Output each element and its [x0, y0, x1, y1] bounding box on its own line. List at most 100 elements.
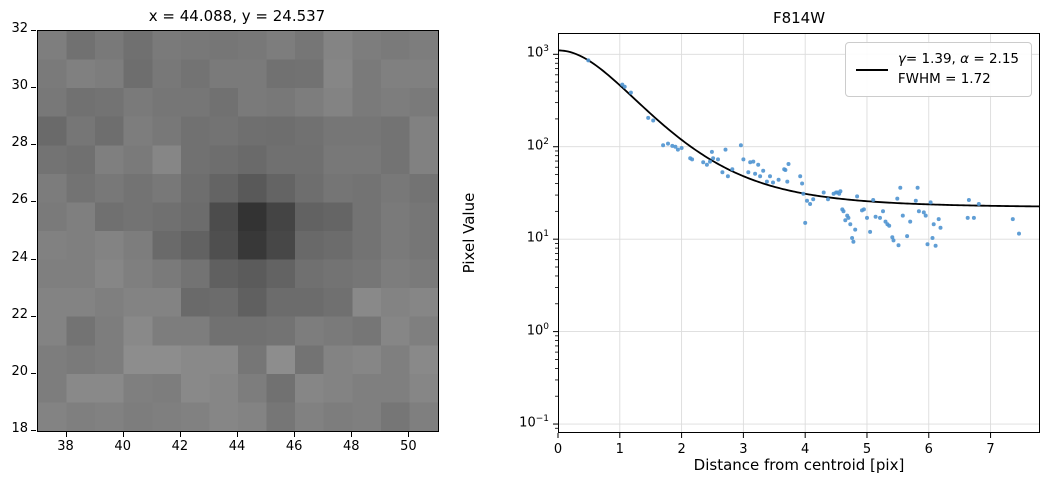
y-tick-exponent: 2 — [543, 136, 549, 147]
scatter-point — [865, 215, 869, 220]
y-tick-label: 30 — [11, 78, 28, 94]
scatter-point — [923, 213, 928, 218]
scatter-point — [708, 159, 712, 164]
scatter-point — [881, 209, 885, 214]
x-tick — [65, 432, 67, 437]
scatter-point — [896, 243, 901, 248]
right-plot-title: F814W — [772, 9, 826, 27]
scatter-point — [801, 191, 806, 196]
scatter-point — [843, 218, 848, 223]
scatter-point — [741, 157, 746, 162]
x-tick — [351, 432, 353, 437]
scatter-point — [751, 159, 756, 164]
scatter-point — [709, 149, 714, 154]
scatter-point — [878, 215, 882, 220]
scatter-point — [811, 197, 816, 202]
x-tick-label: 42 — [171, 439, 189, 454]
legend-entry-params: γ= 1.39, α = 2.15 — [898, 50, 1019, 70]
scatter-point — [764, 179, 769, 184]
scatter-point — [748, 160, 753, 165]
gamma-value: = 1.39, — [905, 51, 961, 67]
scatter-point — [783, 168, 788, 172]
y-tick-label: 101 — [526, 229, 549, 246]
legend-entry-fwhm: FWHM = 1.72 — [897, 70, 991, 87]
scatter-point — [848, 222, 853, 227]
scatter-point — [851, 239, 856, 244]
x-tick-label: 4 — [801, 442, 810, 457]
scatter-point — [730, 167, 735, 172]
scatter-point — [622, 84, 627, 89]
scatter-point — [711, 156, 716, 161]
left-plot-title: x = 44.088, y = 24.537 — [148, 7, 326, 25]
x-tick-label: 46 — [285, 439, 303, 454]
scatter-point — [1017, 231, 1021, 236]
y-tick-exponent: 3 — [543, 44, 549, 55]
scatter-point — [861, 207, 866, 212]
scatter-point — [915, 185, 920, 190]
scatter-point — [768, 174, 772, 179]
scatter-point — [890, 235, 895, 240]
y-tick — [31, 258, 36, 260]
scatter-point — [821, 190, 826, 195]
scatter-point — [966, 198, 971, 202]
y-tick-label: 102 — [526, 136, 549, 154]
scatter-point — [900, 213, 905, 218]
scatter-point — [930, 236, 935, 240]
scatter-point — [761, 168, 766, 173]
scatter-point — [905, 234, 910, 239]
y-axis-label: Pixel Value — [460, 192, 478, 274]
scatter-point — [895, 196, 900, 201]
scatter-point — [873, 214, 878, 219]
y-tick-label: 32 — [11, 21, 28, 36]
y-tick-label: 22 — [11, 306, 28, 322]
x-tick-label: 1 — [615, 442, 624, 457]
scatter-point — [666, 141, 670, 146]
scatter-point — [916, 209, 921, 214]
alpha-symbol: α — [960, 51, 970, 67]
x-tick-label: 50 — [400, 439, 417, 454]
scatter-point — [673, 144, 678, 149]
scatter-point — [646, 115, 651, 120]
x-tick-label: 44 — [228, 439, 246, 454]
scatter-point — [921, 210, 926, 215]
x-tick — [122, 432, 124, 437]
scatter-point — [805, 198, 809, 203]
scatter-point — [838, 189, 843, 194]
alpha-value: = 2.15 — [969, 51, 1019, 67]
scatter-point — [679, 146, 684, 150]
scatter-point — [971, 215, 976, 220]
scatter-point — [785, 179, 790, 184]
y-tick — [31, 315, 36, 317]
scatter-point — [704, 162, 709, 167]
scatter-point — [853, 227, 858, 232]
x-tick-label: 7 — [986, 442, 995, 457]
scatter-point — [758, 174, 763, 179]
scatter-point — [928, 200, 933, 205]
scatter-point — [841, 209, 846, 214]
scatter-point — [938, 225, 943, 230]
scatter-point — [720, 170, 725, 175]
y-tick-label: 28 — [11, 135, 28, 151]
legend: γ= 1.39, α = 2.15 FWHM = 1.72 — [844, 42, 1032, 98]
scatter-point — [887, 223, 892, 228]
gamma-symbol: γ — [897, 51, 906, 67]
scatter-point — [690, 157, 695, 162]
x-tick-label: 48 — [343, 439, 360, 454]
fit-curve — [557, 49, 1041, 208]
scatter-point — [701, 160, 706, 165]
psf-profile-plot — [553, 33, 1041, 438]
y-tick-label: 18 — [11, 421, 28, 436]
x-tick-label: 40 — [114, 439, 131, 454]
x-tick — [408, 432, 410, 437]
scatter-point — [753, 171, 758, 176]
y-tick-exponent: −1 — [535, 414, 549, 425]
axes-frame — [558, 33, 1040, 433]
scatter-point — [965, 215, 970, 220]
scatter-point — [846, 215, 851, 220]
y-tick-exponent: 0 — [543, 321, 549, 332]
scatter-point — [925, 242, 930, 247]
y-tick — [31, 144, 36, 146]
x-axis-label: Distance from centroid [pix] — [693, 456, 905, 474]
scatter-point — [725, 174, 730, 179]
x-tick — [179, 432, 181, 437]
